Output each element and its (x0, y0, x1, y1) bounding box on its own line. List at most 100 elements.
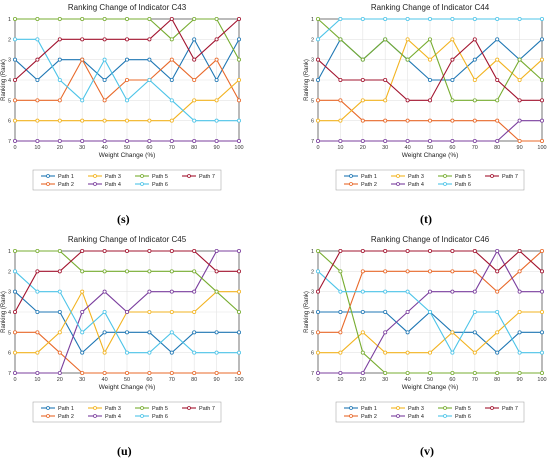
x-tick-label: 10 (337, 145, 343, 151)
data-point (192, 37, 197, 42)
data-point (495, 269, 500, 274)
data-point (102, 269, 107, 274)
legend-label: Path 3 (105, 406, 121, 412)
y-tick-label: 5 (311, 330, 314, 336)
y-axis-label: Ranking (Rank) (304, 291, 310, 333)
legend-item: Path 3 (88, 406, 121, 412)
data-point (12, 57, 17, 62)
legend-marker (396, 406, 400, 410)
legend-item: Path 3 (88, 174, 121, 180)
x-tick-label: 100 (234, 377, 243, 383)
data-point (360, 138, 365, 143)
data-point (102, 310, 107, 315)
data-point (405, 57, 410, 62)
x-tick-label: 30 (382, 145, 388, 151)
data-point (12, 330, 17, 335)
data-point (428, 37, 433, 42)
y-tick-label: 1 (8, 249, 11, 255)
data-point (214, 118, 219, 123)
y-tick-label: 7 (311, 139, 314, 145)
data-point (214, 78, 219, 83)
x-tick-label: 20 (57, 377, 63, 383)
data-point (539, 350, 544, 355)
data-point (125, 57, 130, 62)
data-point (102, 118, 107, 123)
data-point (35, 269, 40, 274)
data-point (517, 370, 522, 375)
data-point (450, 330, 455, 335)
y-tick-label: 7 (8, 139, 11, 145)
data-point (405, 289, 410, 294)
legend-marker (93, 406, 97, 410)
legend-label: Path 4 (408, 414, 424, 420)
data-point (192, 330, 197, 335)
x-tick-label: 10 (34, 377, 40, 383)
data-point (539, 78, 544, 83)
legend-item: Path 5 (438, 174, 471, 180)
legend-marker (93, 174, 97, 178)
data-point (428, 118, 433, 123)
data-point (315, 370, 320, 375)
y-tick-label: 5 (8, 98, 11, 104)
legend-marker (140, 414, 144, 418)
data-point (315, 248, 320, 253)
data-point (383, 350, 388, 355)
panel-tag-t: (t) (420, 212, 432, 226)
y-tick-label: 4 (311, 78, 314, 84)
data-point (102, 330, 107, 335)
legend-label: Path 2 (361, 182, 377, 188)
legend-label: Path 5 (152, 174, 168, 180)
x-tick-label: 50 (124, 145, 130, 151)
data-point (12, 350, 17, 355)
x-tick-label: 90 (214, 377, 220, 383)
legend-label: Path 4 (105, 414, 121, 420)
data-point (472, 138, 477, 143)
x-tick-label: 90 (214, 145, 220, 151)
chart-panel: Ranking Change of Indicator C45 0 10 20 30 40… (1, 235, 244, 423)
x-tick-label: 80 (191, 145, 197, 151)
legend-label: Path 7 (199, 406, 215, 412)
data-point (236, 248, 241, 253)
data-point (428, 269, 433, 274)
data-point (495, 289, 500, 294)
legend-item: Path 4 (88, 414, 121, 420)
y-tick-label: 1 (311, 17, 314, 23)
legend-label: Path 2 (58, 182, 74, 188)
data-point (236, 138, 241, 143)
legend-item: Path 1 (41, 174, 74, 180)
data-point (57, 310, 62, 315)
data-point (35, 98, 40, 103)
data-point (214, 330, 219, 335)
legend-marker (187, 406, 191, 410)
data-point (12, 248, 17, 253)
data-point (125, 350, 130, 355)
data-point (236, 289, 241, 294)
data-point (315, 289, 320, 294)
legend-marker (46, 414, 50, 418)
legend-marker (349, 414, 353, 418)
data-point (57, 57, 62, 62)
data-point (315, 330, 320, 335)
data-point (12, 310, 17, 315)
data-point (450, 370, 455, 375)
y-tick-label: 6 (8, 351, 11, 357)
x-tick-label: 30 (79, 377, 85, 383)
data-point (169, 118, 174, 123)
data-point (102, 16, 107, 21)
x-tick-label: 70 (472, 377, 478, 383)
data-point (80, 118, 85, 123)
data-point (383, 330, 388, 335)
data-point (338, 370, 343, 375)
data-point (236, 269, 241, 274)
data-point (360, 57, 365, 62)
data-point (360, 310, 365, 315)
legend-marker (443, 406, 447, 410)
data-point (147, 16, 152, 21)
data-point (102, 78, 107, 83)
x-tick-label: 70 (472, 145, 478, 151)
data-point (450, 118, 455, 123)
data-point (12, 98, 17, 103)
x-tick-label: 30 (79, 145, 85, 151)
legend-item: Path 4 (88, 182, 121, 188)
